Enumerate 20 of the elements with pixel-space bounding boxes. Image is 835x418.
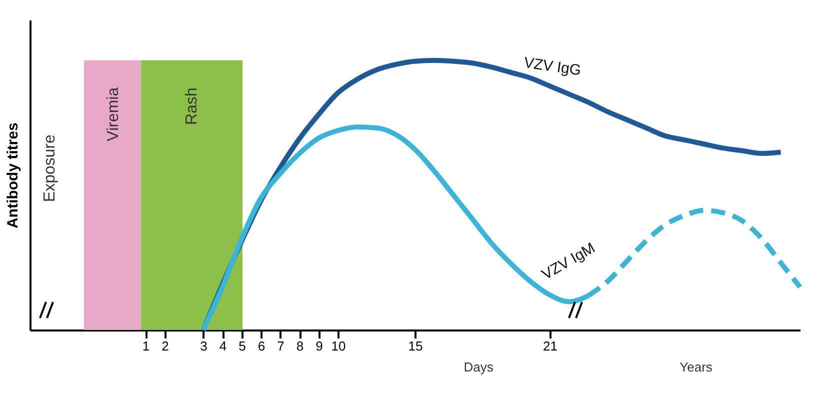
x-tick-label: 15 bbox=[408, 338, 423, 354]
text: Days bbox=[464, 360, 494, 375]
x-tick-label: 6 bbox=[258, 338, 266, 354]
x-tick-label: 10 bbox=[331, 338, 346, 354]
text: VZV IgG bbox=[522, 54, 582, 80]
x-tick-label: 4 bbox=[219, 338, 227, 354]
annotation: Rash bbox=[184, 88, 201, 125]
y-axis-title: Antibody titres bbox=[4, 122, 22, 228]
x-tick-label: 5 bbox=[238, 338, 246, 354]
x-tick-label: 7 bbox=[277, 338, 284, 354]
x-tick-label: 1 bbox=[142, 338, 150, 354]
annotation: Exposure bbox=[41, 134, 58, 202]
x-tick-label: 3 bbox=[200, 338, 208, 354]
x-tick-label: 9 bbox=[316, 338, 323, 354]
x-tick-label: 21 bbox=[543, 338, 558, 354]
x-tick-label: 2 bbox=[162, 338, 169, 354]
x-tick-label: 8 bbox=[296, 338, 304, 354]
text: Years bbox=[680, 360, 713, 375]
text: VZV IgM bbox=[538, 240, 598, 284]
annotation: Viremia bbox=[104, 87, 122, 142]
